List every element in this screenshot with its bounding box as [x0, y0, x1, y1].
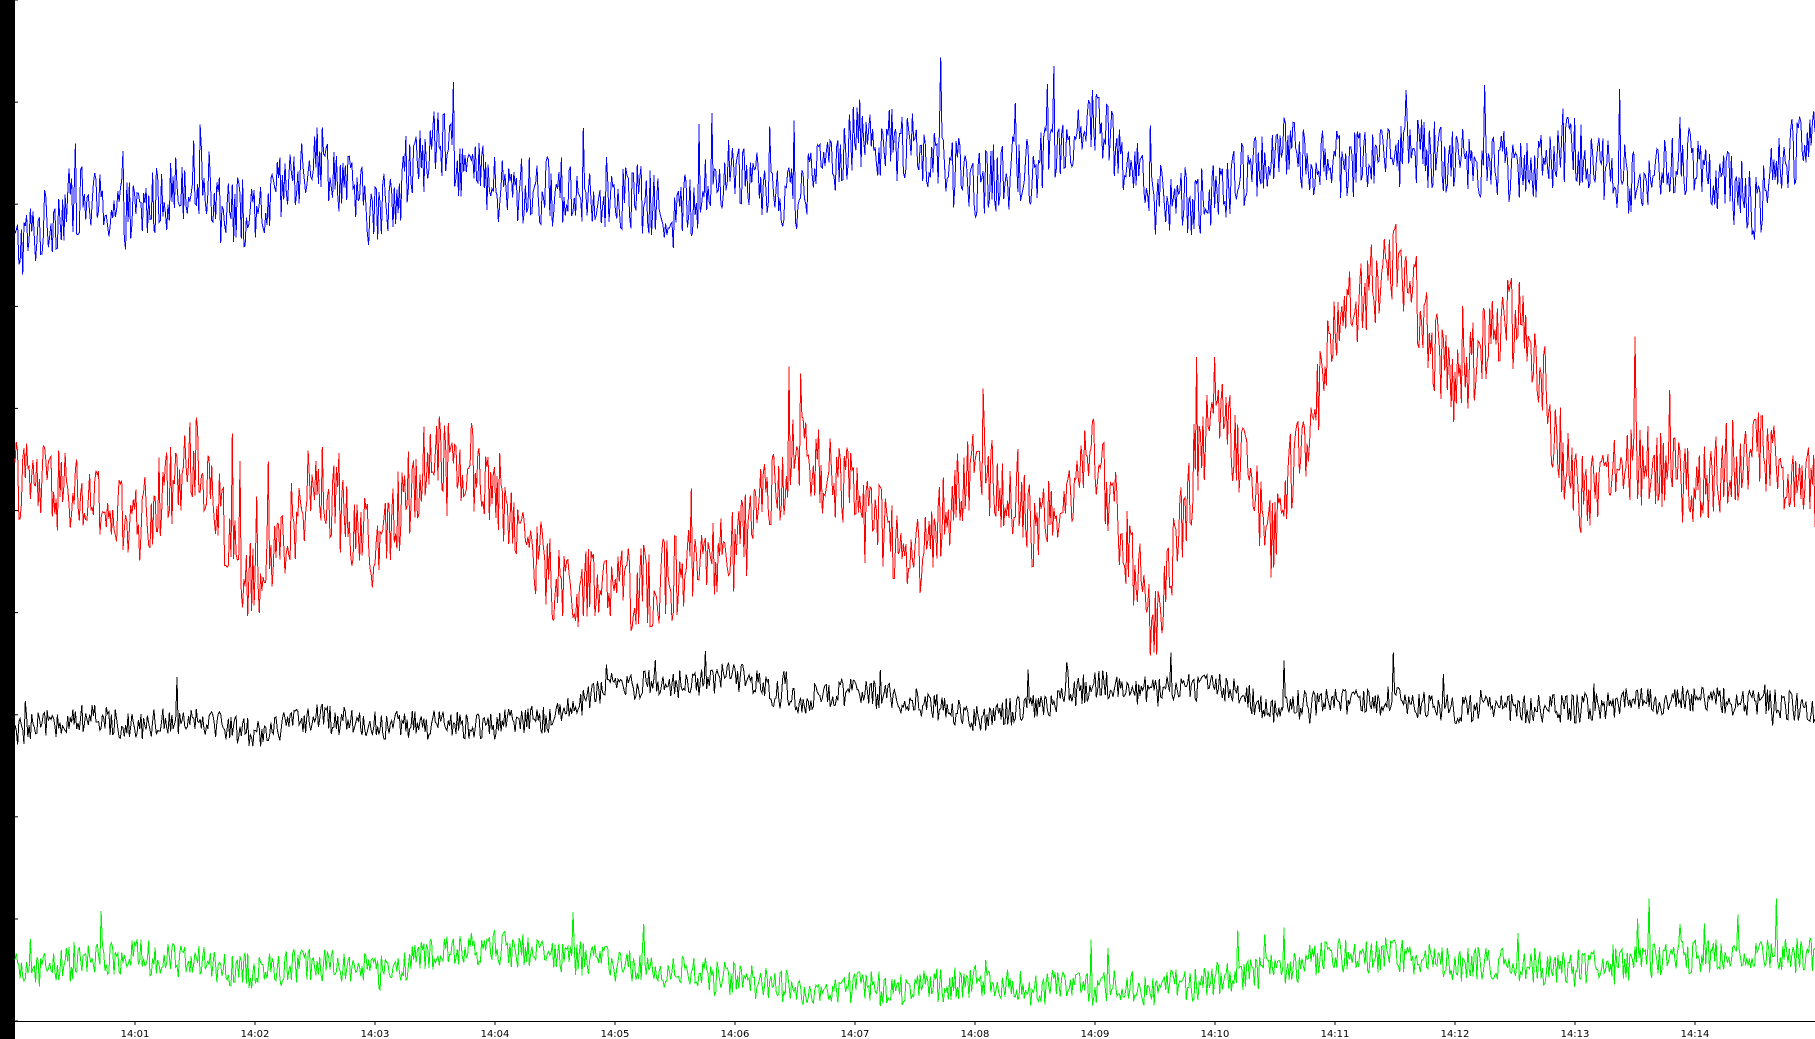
y-tick-label: 6215 — [2, 9, 13, 34]
series-2-line — [14, 223, 1815, 656]
x-tick-label: 14:11 — [1321, 1029, 1350, 1039]
y-tick-label: 1243 — [2, 804, 13, 829]
series-4-line — [14, 898, 1815, 1007]
x-tick-label: 14:12 — [1441, 1029, 1470, 1039]
x-tick-label: 14:05 — [601, 1029, 630, 1039]
x-tick-label: 14:13 — [1561, 1029, 1590, 1039]
x-tick-label: 14:09 — [1081, 1029, 1110, 1039]
y-tick-label: 3107 — [2, 498, 13, 523]
x-tick-label: 14:01 — [121, 1029, 150, 1039]
y-axis: 0 621 1243 1864 2486 3107 3729 4350 4972 5593 6215 — [2, 0, 18, 1022]
series-1-line — [14, 57, 1815, 275]
x-axis-strip — [15, 1021, 1815, 1039]
y-tick-label: 4972 — [2, 191, 13, 216]
x-tick-label: 14:06 — [721, 1029, 750, 1039]
x-tick-label: 14:07 — [841, 1029, 870, 1039]
x-tick-label: 14:08 — [961, 1029, 990, 1039]
x-tick-label: 14:02 — [241, 1029, 270, 1039]
x-tick-label: 14:04 — [481, 1029, 510, 1039]
x-tick-label: 14:14 — [1681, 1029, 1710, 1039]
x-tick-label: 14:03 — [361, 1029, 390, 1039]
y-tick-label: 2486 — [2, 600, 13, 625]
y-tick-label: 0 — [2, 1016, 13, 1022]
series-layer — [14, 57, 1815, 1007]
y-tick-label: 1864 — [2, 702, 13, 727]
y-tick-label: 5593 — [2, 89, 13, 114]
x-tick-label: 14:10 — [1201, 1029, 1230, 1039]
plot-area — [15, 0, 1815, 1021]
y-tick-label: 3729 — [2, 396, 13, 421]
y-tick-label: 621 — [2, 909, 13, 928]
x-axis: 14:01 14:02 14:03 14:04 14:05 14:06 14:07 14:08… — [15, 1021, 1815, 1039]
y-tick-label: 4350 — [2, 294, 13, 319]
series-3-line — [14, 650, 1815, 747]
